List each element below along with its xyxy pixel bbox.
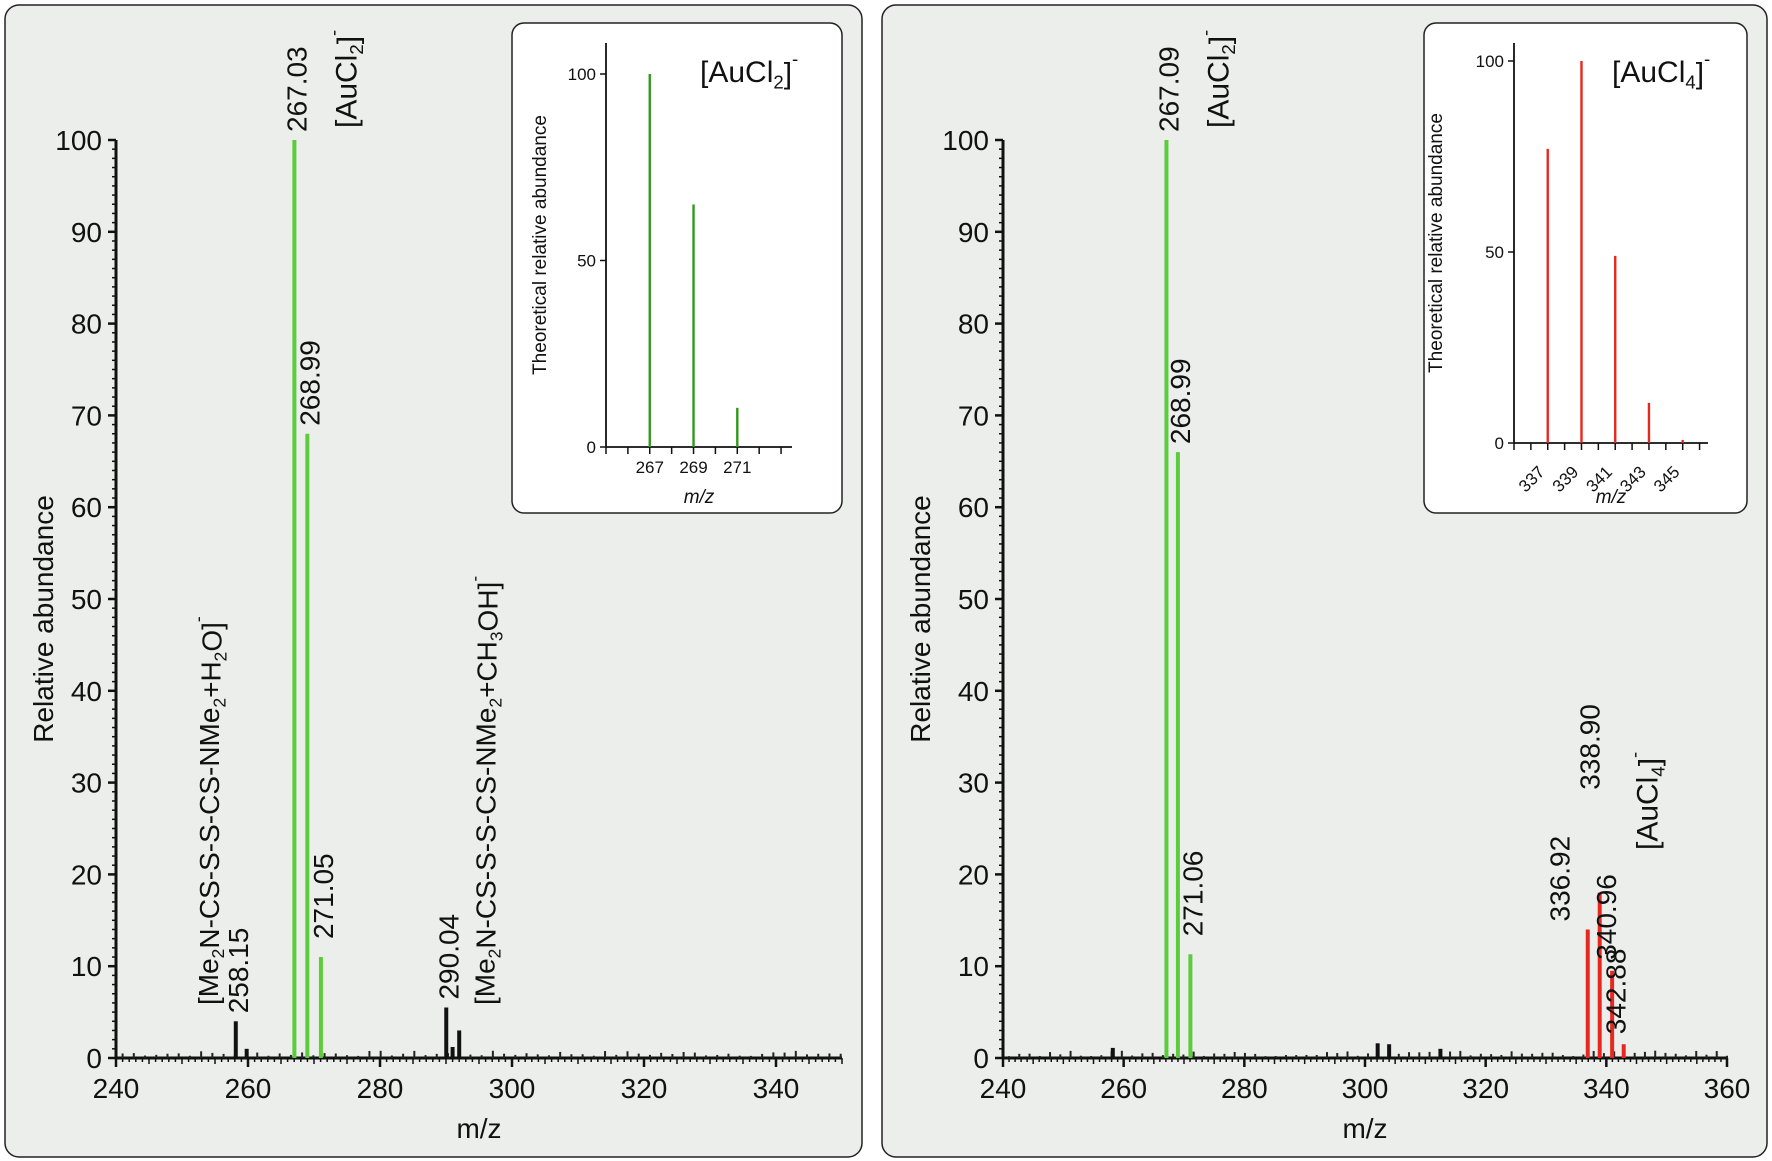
y-axis-label: Relative abundance (905, 495, 936, 743)
x-tick-label: 340 (753, 1073, 800, 1104)
y-tick-label: 20 (958, 859, 989, 890)
baseline-noise (121, 1050, 842, 1058)
inset-y-tick-label: 100 (1476, 52, 1504, 71)
inset-title-aucl4: [AuCl4]- (1612, 48, 1710, 93)
left-spectrum-panel: 0 10 20 30 40 50 60 70 80 90 100 240 260 280 300 320 340… (4, 4, 863, 1158)
y-tick-label: 70 (958, 400, 989, 431)
y-tick-label: 40 (71, 676, 102, 707)
inset-x-tick-label: 271 (723, 458, 751, 477)
annotation-aucl4: [AuCl4]- (1624, 752, 1669, 850)
peaks: 267.09 268.99 271.06 336.92 338.90 340.96342.… (1110, 46, 1632, 1058)
peak-label: 271.06 (1177, 851, 1208, 937)
x-axis-label: m/z (1342, 1113, 1387, 1144)
inset-y-axis-label: Theoretical relative abundance (530, 115, 551, 375)
y-tick-label: 60 (958, 492, 989, 523)
y-tick-label: 20 (71, 859, 102, 890)
y-tick-label: 0 (973, 1043, 989, 1074)
y-tick-label: 50 (958, 584, 989, 615)
right-spectrum-panel: 0 10 20 30 40 50 60 70 80 90 100 240 260 280 300 320 340… (881, 4, 1768, 1158)
y-axis-label: Relative abundance (28, 495, 59, 743)
x-tick-label: 340 (1583, 1073, 1630, 1104)
y-tick-label: 70 (71, 400, 102, 431)
peak-label: 258.15 (223, 928, 254, 1014)
inset-title-aucl2: [AuCl2]- (700, 48, 798, 93)
y-tick-label: 30 (958, 768, 989, 799)
inset-frame (1423, 22, 1748, 514)
annotation-aucl2: [AuCl2]- (322, 30, 367, 128)
peak-label: 268.99 (1165, 358, 1196, 444)
annotation-aucl2: [AuCl2]- (1194, 30, 1239, 128)
peak-label: 336.92 (1545, 836, 1576, 922)
peak-label: 340.96 (1591, 874, 1622, 960)
inset-x-axis-label: m/z (684, 487, 715, 508)
peak-label: 290.04 (433, 914, 464, 1000)
peak-label: 338.90 (1575, 704, 1606, 790)
peaks: 267.03 268.99 271.05 258.15 290.04 (223, 46, 464, 1058)
inset-y-tick-label: 50 (1485, 243, 1504, 262)
annotation-ch3oh-adduct: [Me2N-CS-S-S-CS-NMe2+CH3OH]- (464, 576, 506, 1005)
x-tick-label: 240 (93, 1073, 140, 1104)
x-tick-label: 300 (1342, 1073, 1389, 1104)
x-tick-label: 260 (225, 1073, 272, 1104)
inset-y-tick-label: 0 (1495, 434, 1504, 453)
axes: 0 10 20 30 40 50 60 70 80 90 100 240 260 280 300 320 340… (905, 125, 1750, 1144)
y-tick-label: 50 (71, 584, 102, 615)
inset-y-tick-label: 50 (577, 252, 596, 271)
y-tick-label: 60 (71, 492, 102, 523)
inset-y-tick-label: 0 (587, 438, 596, 457)
y-tick-label: 100 (55, 125, 102, 156)
y-tick-label: 10 (958, 951, 989, 982)
y-tick-label: 100 (942, 125, 989, 156)
y-tick-label: 40 (958, 676, 989, 707)
y-tick-label: 90 (71, 217, 102, 248)
baseline-noise (1008, 1050, 1728, 1058)
x-tick-label: 300 (489, 1073, 536, 1104)
inset-x-tick-label: 269 (679, 458, 707, 477)
peak-label: 268.99 (294, 340, 325, 426)
x-tick-label: 260 (1100, 1073, 1147, 1104)
peak-label: 271.05 (308, 853, 339, 939)
inset-y-tick-label: 100 (568, 65, 596, 84)
axes: 0 10 20 30 40 50 60 70 80 90 100 240 260 280 300 320 340… (28, 125, 843, 1144)
inset-frame (511, 22, 843, 514)
peak-label: 267.09 (1153, 46, 1184, 132)
x-tick-label: 280 (1221, 1073, 1268, 1104)
y-tick-label: 80 (71, 309, 102, 340)
inset-y-axis-label: Theoretical relative abundance (1426, 113, 1447, 373)
inset-x-tick-label: 267 (636, 458, 664, 477)
x-tick-label: 240 (980, 1073, 1027, 1104)
y-tick-label: 10 (71, 951, 102, 982)
y-tick-label: 0 (86, 1043, 102, 1074)
x-tick-label: 280 (357, 1073, 404, 1104)
x-tick-label: 360 (1704, 1073, 1751, 1104)
y-tick-label: 80 (958, 309, 989, 340)
peak-label: 267.03 (281, 46, 312, 132)
x-tick-label: 320 (621, 1073, 668, 1104)
inset-x-axis-label: m/z (1596, 487, 1627, 508)
x-tick-label: 320 (1462, 1073, 1509, 1104)
y-tick-label: 30 (71, 768, 102, 799)
peak-label: 342.88 (1601, 949, 1632, 1035)
y-tick-label: 90 (958, 217, 989, 248)
x-axis-label: m/z (456, 1113, 501, 1144)
annotation-h2o-adduct: [Me2N-CS-S-S-CS-NMe2+H2O]- (188, 616, 230, 1005)
